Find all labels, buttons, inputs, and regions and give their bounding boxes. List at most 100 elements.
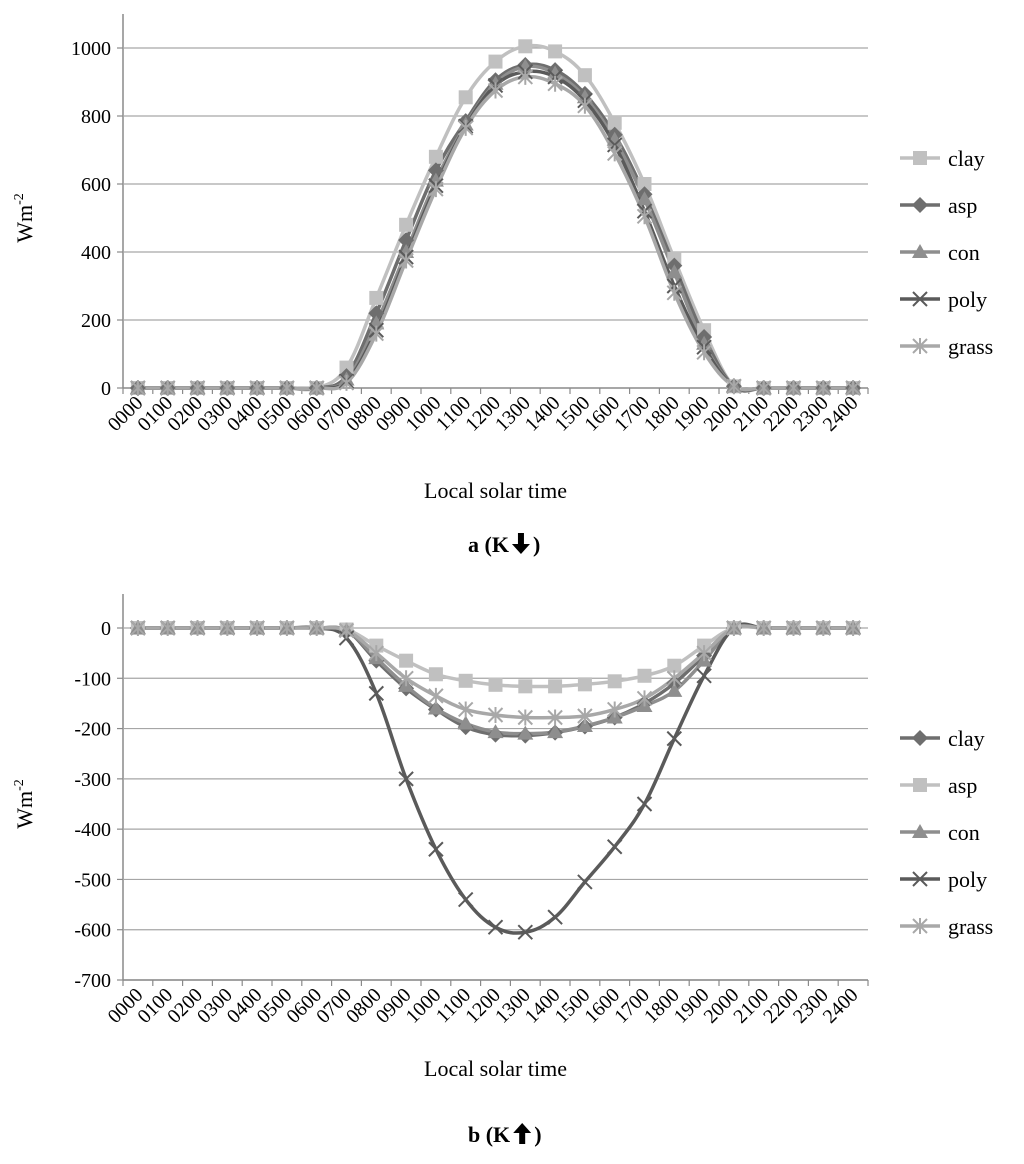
data-point-grass bbox=[636, 208, 653, 225]
y-tick-label: -400 bbox=[74, 819, 111, 841]
chart-a: 0200400600800100000000100020003000400050… bbox=[12, 14, 993, 557]
data-point-poly bbox=[547, 909, 563, 925]
data-point-grass bbox=[636, 690, 653, 707]
legend-swatch-marker bbox=[913, 778, 927, 792]
legend-item-poly: poly bbox=[900, 867, 987, 892]
y-tick-label: -700 bbox=[74, 970, 111, 992]
legend-swatch-marker bbox=[912, 244, 928, 258]
data-point-grass bbox=[517, 68, 534, 85]
data-point-asp bbox=[368, 305, 385, 322]
y-tick-label: -300 bbox=[74, 769, 111, 791]
data-point-asp bbox=[399, 653, 414, 668]
legend-item-con: con bbox=[900, 240, 980, 265]
data-point-clay bbox=[518, 39, 533, 54]
legend-swatch-marker bbox=[912, 824, 928, 838]
data-point-asp bbox=[667, 658, 682, 673]
y-axis-title-sup: -2 bbox=[12, 779, 27, 791]
caption-close-paren: ) bbox=[533, 532, 540, 557]
legend-swatch-marker bbox=[912, 918, 928, 934]
y-axis-title: Wm-2 bbox=[12, 193, 37, 243]
data-point-con bbox=[547, 65, 564, 80]
data-point-clay bbox=[428, 149, 443, 164]
data-point-asp bbox=[577, 677, 592, 692]
data-point-grass bbox=[785, 620, 802, 636]
y-tick-label: 1000 bbox=[71, 38, 111, 60]
data-point-poly bbox=[517, 924, 534, 940]
data-point-clay bbox=[399, 217, 414, 232]
data-point-grass bbox=[308, 380, 325, 396]
data-point-con bbox=[547, 724, 564, 739]
data-point-grass bbox=[279, 380, 295, 396]
data-point-poly bbox=[368, 685, 385, 702]
legend-swatch-marker bbox=[912, 871, 928, 887]
data-point-grass bbox=[457, 701, 474, 718]
data-point-grass bbox=[815, 620, 832, 636]
data-point-grass bbox=[368, 325, 385, 342]
legend-label: grass bbox=[948, 334, 993, 359]
data-point-grass bbox=[785, 380, 802, 396]
x-axis-title: Local solar time bbox=[424, 478, 567, 503]
legend-label: clay bbox=[948, 146, 985, 171]
data-point-poly bbox=[696, 668, 712, 684]
legend-label: clay bbox=[948, 726, 985, 751]
data-point-grass bbox=[249, 380, 265, 396]
data-point-grass bbox=[755, 380, 772, 396]
x-tick-label: 2400 bbox=[819, 984, 863, 1028]
data-point-grass bbox=[726, 378, 742, 395]
legend-label: grass bbox=[948, 914, 993, 939]
data-point-poly bbox=[636, 796, 653, 812]
data-point-con bbox=[636, 191, 653, 206]
data-point-grass bbox=[755, 620, 772, 636]
legend-item-con: con bbox=[900, 820, 980, 845]
legend-item-asp: asp bbox=[900, 773, 977, 798]
data-point-con bbox=[457, 715, 474, 730]
data-point-grass bbox=[398, 670, 414, 687]
data-point-clay bbox=[458, 90, 473, 105]
data-point-grass bbox=[696, 645, 712, 662]
data-point-poly bbox=[487, 919, 504, 935]
legend-label: poly bbox=[948, 287, 987, 312]
legend-label: poly bbox=[948, 867, 987, 892]
data-point-asp bbox=[518, 679, 533, 694]
data-point-grass bbox=[666, 284, 683, 301]
data-point-asp bbox=[428, 667, 443, 682]
data-point-poly bbox=[606, 839, 623, 855]
y-tick-label: -500 bbox=[74, 869, 111, 891]
arrow-up-icon bbox=[513, 1123, 532, 1144]
data-point-grass bbox=[487, 706, 504, 723]
data-point-grass bbox=[219, 380, 236, 396]
series-line-asp bbox=[137, 624, 854, 689]
data-point-clay bbox=[637, 177, 652, 191]
data-point-grass bbox=[428, 181, 444, 198]
legend-swatch-marker bbox=[912, 730, 928, 746]
data-point-clay bbox=[369, 290, 384, 305]
data-point-clay bbox=[339, 360, 354, 375]
data-point-asp bbox=[427, 162, 444, 179]
data-point-poly bbox=[428, 841, 444, 857]
series-line-grass bbox=[137, 74, 854, 392]
data-point-asp bbox=[458, 673, 473, 688]
legend-swatch-marker bbox=[913, 151, 927, 165]
caption-text: b (K bbox=[468, 1122, 510, 1147]
data-point-grass bbox=[666, 670, 683, 687]
data-point-asp bbox=[398, 232, 415, 249]
data-point-grass bbox=[428, 687, 444, 704]
legend-swatch-marker bbox=[912, 291, 928, 307]
data-point-grass bbox=[159, 380, 176, 396]
caption-close-paren: ) bbox=[534, 1122, 541, 1147]
data-point-grass bbox=[368, 645, 385, 662]
data-point-clay bbox=[548, 44, 563, 59]
legend-item-poly: poly bbox=[900, 287, 987, 312]
data-point-grass bbox=[130, 380, 146, 396]
data-point-asp bbox=[607, 674, 622, 689]
data-point-grass bbox=[398, 252, 414, 269]
data-point-grass bbox=[845, 620, 861, 636]
legend-item-grass: grass bbox=[900, 334, 993, 359]
data-point-grass bbox=[308, 620, 325, 636]
legend-item-grass: grass bbox=[900, 914, 993, 939]
data-point-grass bbox=[696, 344, 712, 361]
y-tick-label: 600 bbox=[81, 174, 111, 196]
data-point-clay bbox=[577, 68, 592, 83]
data-point-grass bbox=[815, 380, 832, 396]
